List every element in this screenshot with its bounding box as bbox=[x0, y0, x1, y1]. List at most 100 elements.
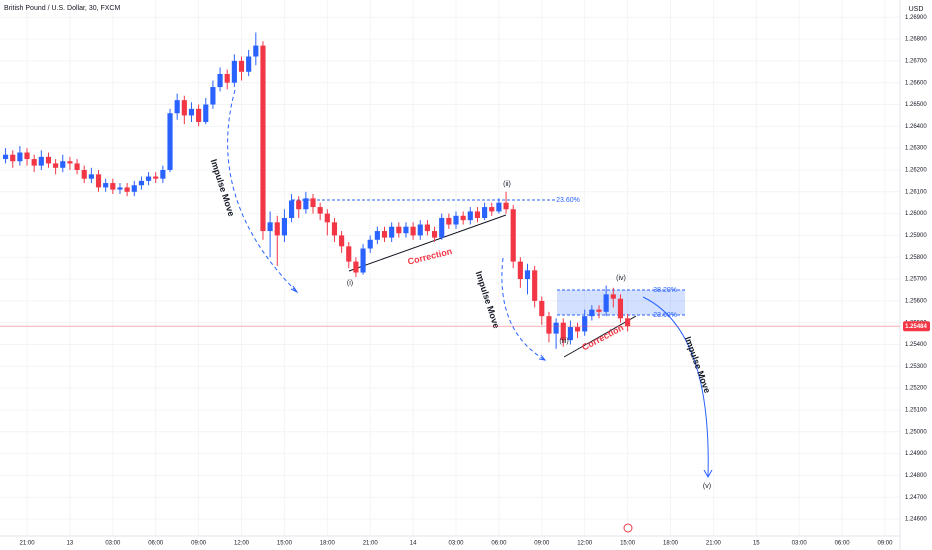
candle-body bbox=[38, 156, 44, 166]
x-tick-label: 03:00 bbox=[105, 541, 121, 547]
x-tick-label: 18:00 bbox=[320, 541, 336, 547]
candle-body bbox=[67, 161, 73, 164]
y-tick-label: 1.25800 bbox=[905, 255, 927, 261]
y-tick-label: 1.24900 bbox=[905, 451, 927, 457]
annotation: Impulse Move bbox=[683, 335, 713, 394]
candle-body bbox=[124, 187, 130, 192]
candle-body bbox=[238, 60, 245, 72]
candle-body bbox=[503, 202, 509, 210]
x-tick-label: 14 bbox=[410, 541, 417, 547]
candle-body bbox=[81, 169, 87, 179]
y-tick-label: 1.26700 bbox=[905, 58, 927, 64]
last-price-label: 1.25484 bbox=[905, 324, 927, 330]
y-tick-label: 1.25200 bbox=[905, 386, 927, 392]
y-tick-label: 1.25300 bbox=[905, 364, 927, 370]
trend-line bbox=[348, 214, 507, 272]
candle-body bbox=[546, 316, 552, 334]
candle-body bbox=[517, 261, 523, 280]
candle-body bbox=[3, 154, 9, 160]
annotation: Impulse Move bbox=[209, 158, 237, 218]
y-tick-label: 1.26100 bbox=[905, 189, 927, 195]
candle-body bbox=[53, 163, 59, 168]
candle-body bbox=[431, 231, 438, 238]
y-tick-label: 1.25900 bbox=[905, 233, 927, 239]
candle-body bbox=[532, 270, 538, 301]
candle-body bbox=[474, 211, 481, 218]
y-tick-label: 1.26400 bbox=[905, 124, 927, 130]
candle-body bbox=[539, 300, 545, 317]
candle-body bbox=[460, 215, 466, 221]
grid bbox=[0, 0, 900, 535]
x-tick-label: 09:00 bbox=[191, 541, 207, 547]
x-tick-label: 12:00 bbox=[234, 541, 250, 547]
candle-body bbox=[246, 56, 252, 72]
candle-body bbox=[396, 226, 402, 234]
wave-label: (iii) bbox=[559, 338, 568, 345]
y-tick-label: 1.26000 bbox=[905, 211, 927, 217]
x-tick-label: 06:00 bbox=[148, 541, 164, 547]
candle-body bbox=[574, 327, 581, 332]
trend-line bbox=[563, 315, 637, 358]
candle-body bbox=[267, 222, 273, 232]
y-tick-label: 1.26300 bbox=[905, 146, 927, 152]
y-tick-label: 1.25000 bbox=[905, 429, 927, 435]
candle-body bbox=[324, 213, 330, 223]
candle-body bbox=[560, 322, 566, 341]
wave-label: (v) bbox=[703, 483, 711, 490]
candle-body bbox=[389, 226, 395, 238]
x-tick-label: 15:00 bbox=[277, 541, 293, 547]
candle-body bbox=[367, 239, 373, 249]
candle-body bbox=[281, 217, 287, 236]
y-tick-label: 1.26200 bbox=[905, 168, 927, 174]
candle-body bbox=[153, 176, 159, 179]
candle-body bbox=[110, 183, 116, 190]
candle-body bbox=[339, 235, 345, 247]
arrow-head bbox=[290, 285, 299, 294]
currency: USD bbox=[909, 6, 924, 13]
y-tick-label: 1.24600 bbox=[905, 517, 927, 523]
candle-body bbox=[610, 294, 616, 299]
wave-label: (i) bbox=[347, 280, 353, 287]
x-tick-label: 03:00 bbox=[448, 541, 464, 547]
candle-body bbox=[117, 187, 123, 190]
event-icon[interactable] bbox=[623, 523, 633, 533]
candle-body bbox=[303, 198, 309, 210]
candle-body bbox=[131, 185, 137, 192]
x-tick-label: 09:00 bbox=[534, 541, 550, 547]
candle-body bbox=[489, 207, 495, 212]
arrow-head bbox=[703, 469, 713, 479]
candle-body bbox=[274, 222, 280, 236]
candle-body bbox=[360, 248, 366, 273]
candle-body bbox=[467, 211, 473, 221]
candle-body bbox=[17, 152, 23, 162]
candle-body bbox=[203, 104, 209, 122]
candle-body bbox=[10, 154, 16, 162]
candle-body bbox=[174, 100, 180, 114]
x-tick-label: 15 bbox=[753, 541, 760, 547]
candle-body bbox=[138, 180, 144, 186]
candle-body bbox=[253, 45, 259, 57]
arrow bbox=[227, 89, 298, 293]
y-tick-label: 1.26600 bbox=[905, 80, 927, 86]
candles bbox=[3, 32, 631, 349]
candle-body bbox=[353, 261, 359, 273]
candle-body bbox=[145, 176, 152, 181]
candle-body bbox=[524, 270, 531, 280]
candle-body bbox=[553, 322, 559, 334]
x-tick-label: 06:00 bbox=[491, 541, 507, 547]
y-tick-label: 1.25100 bbox=[905, 408, 927, 414]
candle-body bbox=[346, 246, 352, 262]
candle-body bbox=[167, 113, 173, 170]
y-tick-label: 1.24700 bbox=[905, 495, 927, 501]
candle-body bbox=[374, 231, 380, 240]
fib-label: 38.20% bbox=[653, 287, 677, 294]
candle-body bbox=[417, 224, 423, 236]
candle-body bbox=[381, 231, 388, 238]
candle-body bbox=[596, 309, 602, 312]
candle-body bbox=[288, 200, 295, 218]
x-tick-label: 15:00 bbox=[620, 541, 636, 547]
fib-label: 23.60% bbox=[653, 312, 677, 319]
candle-body bbox=[196, 108, 202, 122]
candle-body bbox=[45, 156, 52, 164]
y-tick-label: 1.26500 bbox=[905, 102, 927, 108]
